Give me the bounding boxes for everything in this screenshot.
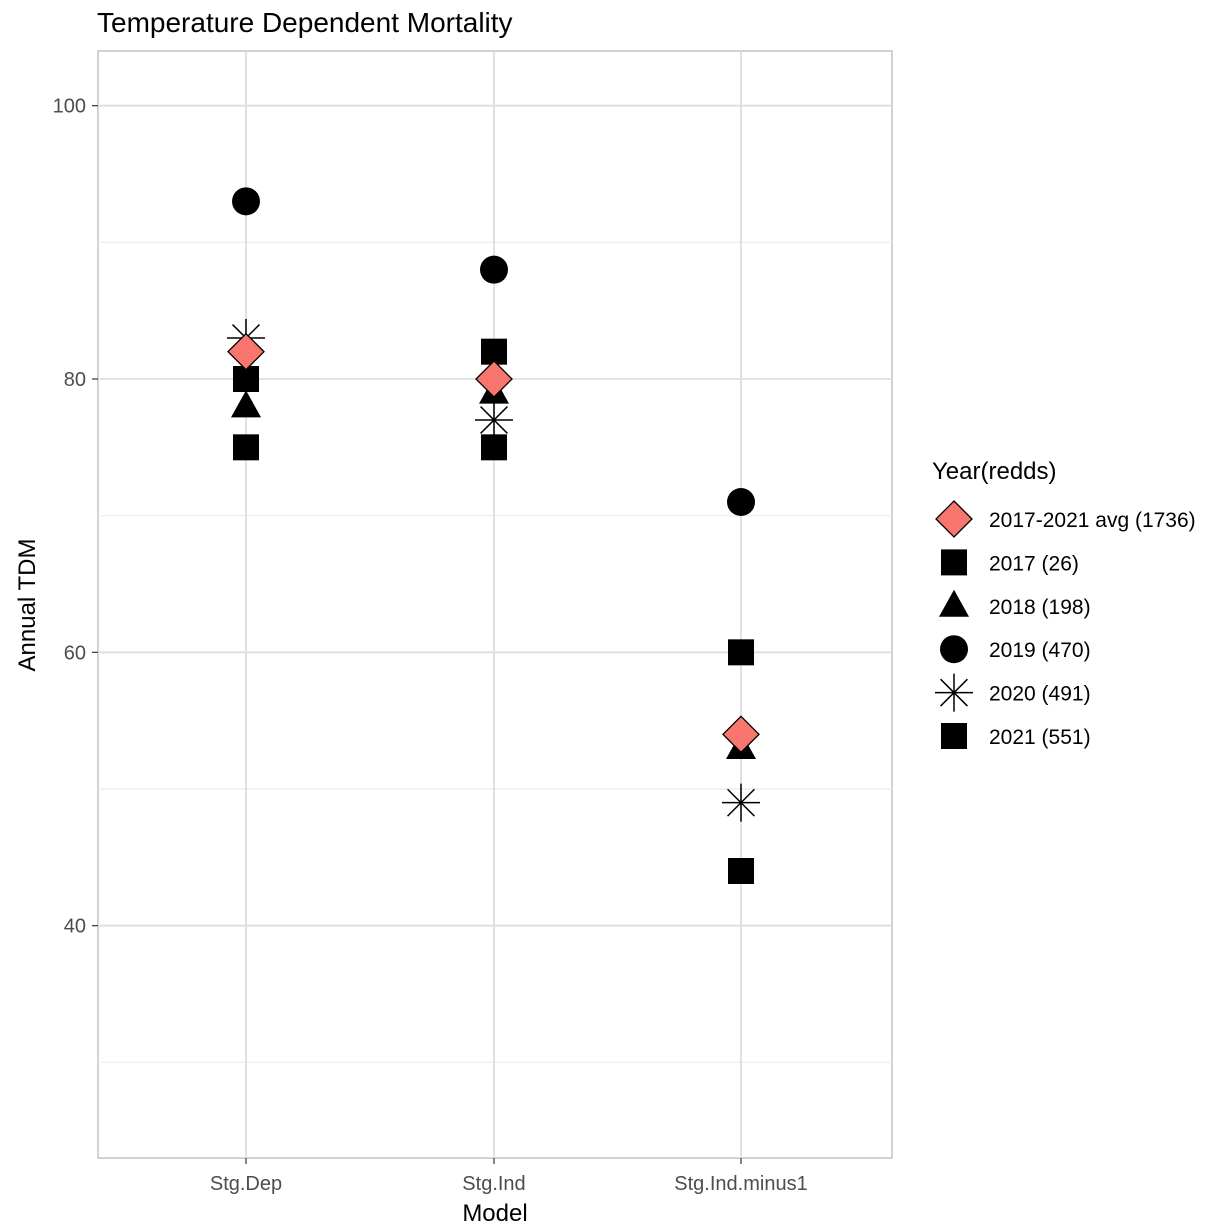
y-axis: 40 60 80 100 (53, 96, 98, 938)
legend-label: 2020 (491) (989, 683, 1091, 706)
grid-minor (98, 241, 892, 1063)
y-tick-label: 80 (64, 369, 86, 391)
data-point (227, 332, 265, 371)
y-tick-label: 40 (64, 916, 86, 938)
legend-label: 2019 (470) (989, 639, 1091, 662)
data-point (231, 390, 261, 418)
x-axis-title: Model (462, 1200, 527, 1227)
data-point (475, 401, 513, 439)
legend-key (940, 635, 968, 664)
legend-label: 2017-2021 avg (1736) (989, 509, 1196, 532)
legend-key (941, 549, 967, 576)
x-tick-label: Stg.Ind (462, 1173, 525, 1195)
legend-title: Year(redds) (932, 458, 1057, 485)
y-axis-title: Annual TDM (14, 539, 41, 672)
data-point (233, 434, 259, 461)
legend-key (935, 673, 973, 712)
x-tick-label: Stg.Dep (210, 1173, 282, 1195)
legend: Year(redds) 2017-2021 avg (1736) 2017 (26… (932, 458, 1196, 749)
data-point (728, 639, 754, 666)
legend-label: 2017 (26) (989, 552, 1079, 575)
legend-key (941, 723, 967, 749)
data-point (728, 858, 754, 884)
data-points (227, 187, 760, 884)
data-point (232, 187, 260, 216)
data-point (727, 488, 755, 516)
legend-label: 2018 (198) (989, 596, 1091, 619)
y-tick-label: 100 (53, 96, 86, 118)
y-tick-label: 60 (64, 642, 86, 664)
data-point (722, 783, 760, 822)
plot-panel (97, 50, 893, 1159)
x-tick-label: Stg.Ind.minus1 (674, 1173, 807, 1195)
legend-label: 2021 (551) (989, 726, 1091, 749)
data-point (481, 434, 507, 461)
grid-major (98, 51, 892, 1158)
legend-key (939, 589, 969, 617)
chart-title: Temperature Dependent Mortality (97, 7, 513, 38)
legend-key (935, 500, 973, 538)
data-point (480, 255, 508, 284)
data-point (475, 360, 513, 398)
x-axis: Stg.Dep Stg.Ind Stg.Ind.minus1 (210, 1158, 808, 1195)
data-point (722, 715, 760, 754)
